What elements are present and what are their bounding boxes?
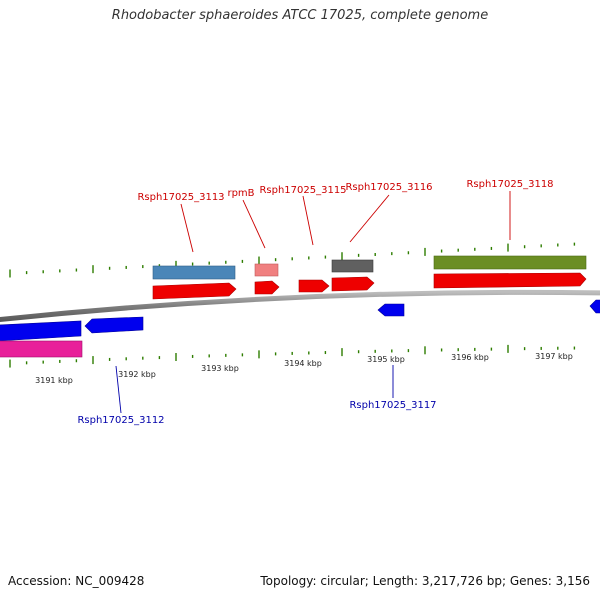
kbp-label-3197: 3197 kbp [535,352,573,361]
gene-arrow-3118[interactable] [433,272,587,289]
gene-arrow-rpmb[interactable] [254,280,280,295]
genome-backbone [0,289,600,322]
kbp-label-3194: 3194 kbp [284,359,322,368]
gene-label-3118[interactable]: Rsph17025_3118 [466,179,553,190]
map-title: Rhodobacter sphaeroides ATCC 17025, comp… [111,8,489,23]
gene-arrow-3111[interactable] [0,320,82,342]
accession-text: Accession: NC_009428 [8,574,145,588]
gene-label-rpmb[interactable]: rpmB [227,188,254,199]
gene-arrow-3115[interactable] [298,279,330,293]
leader-line-3113 [180,203,194,253]
cds-feature-3113[interactable] [152,265,236,280]
kbp-label-3191: 3191 kbp [35,376,73,385]
leader-line-3112 [115,365,122,414]
kbp-label-3193: 3193 kbp [201,364,239,373]
genome-summary-text: Topology: circular; Length: 3,217,726 bp… [260,574,590,588]
cds-feature-rpmb[interactable] [254,263,279,277]
gene-arrow-3112[interactable] [84,316,144,334]
gene-label-3117[interactable]: Rsph17025_3117 [349,400,436,411]
cds-feature-3116[interactable] [331,259,374,273]
leader-line-3115 [302,195,314,246]
leader-line-rpmb [242,199,266,249]
gene-label-3113[interactable]: Rsph17025_3113 [137,192,224,203]
gene-arrow-3117[interactable] [377,303,405,317]
inner-tick-ring [9,344,576,368]
kbp-label-3195: 3195 kbp [367,355,405,364]
gene-arrow-3119[interactable] [589,299,600,314]
kbp-label-3192: 3192 kbp [118,370,156,379]
gene-label-3116[interactable]: Rsph17025_3116 [345,182,432,193]
kbp-label-3196: 3196 kbp [451,353,489,362]
gene-arrow-3116[interactable] [331,276,375,292]
leader-line-3116 [349,194,390,243]
gene-arrow-3113[interactable] [152,282,237,300]
gene-label-3112[interactable]: Rsph17025_3112 [77,415,164,426]
cds-feature-3111[interactable] [0,340,83,358]
cds-feature-3118[interactable] [433,255,587,270]
gene-label-3115[interactable]: Rsph17025_3115 [259,185,346,196]
